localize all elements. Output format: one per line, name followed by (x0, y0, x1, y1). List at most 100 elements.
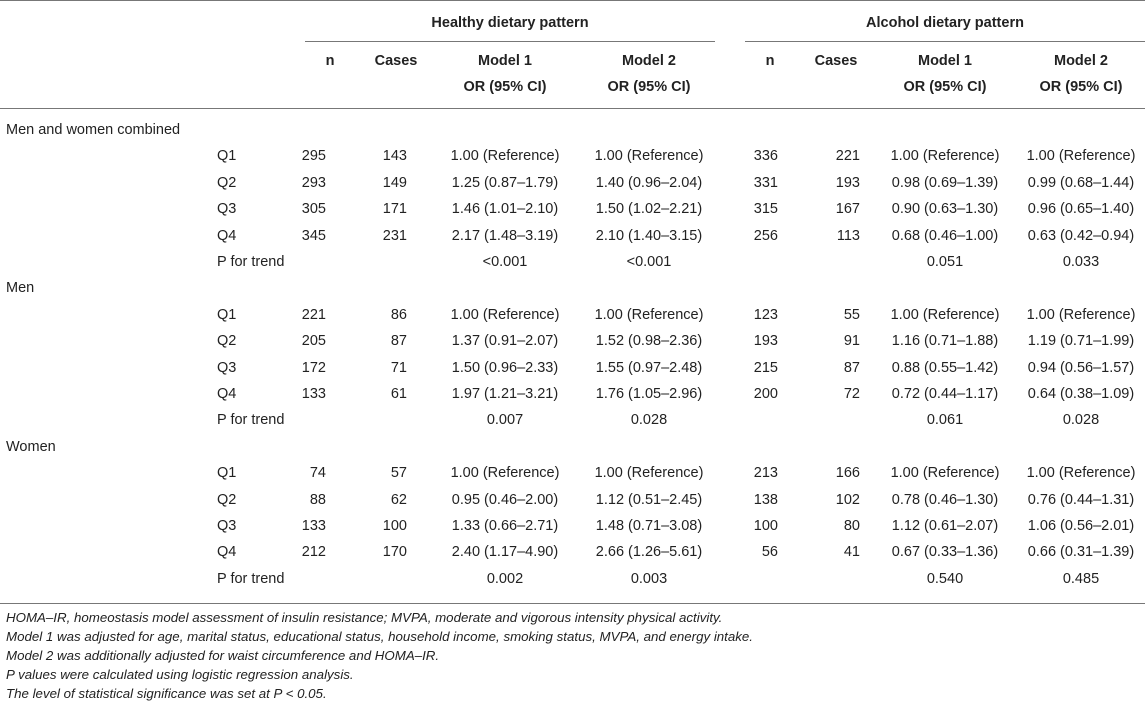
healthy-n: 172 (301, 359, 326, 376)
healthy-cases: 71 (390, 359, 407, 376)
healthy-cases: 143 (382, 148, 407, 165)
alcohol-model1: 0.061 (926, 412, 964, 429)
alcohol-model2: 0.76 (0.44–1.31) (1027, 491, 1135, 508)
healthy-n: 221 (301, 306, 326, 323)
row-label: Q3 (217, 359, 237, 376)
healthy-cases: 61 (390, 386, 407, 402)
healthy-model2: 1.40 (0.96–2.04) (595, 174, 703, 191)
alcohol-group-rule (745, 41, 1145, 42)
alcohol-model2: 1.00 (Reference) (1026, 465, 1136, 482)
healthy-model2: 1.00 (Reference) (594, 148, 704, 165)
row-label: Q2 (217, 333, 237, 350)
healthy-model2: 1.00 (Reference) (594, 306, 704, 323)
table-bottom-rule (0, 603, 1145, 604)
row-label: Q1 (217, 148, 237, 165)
healthy-model1: 2.40 (1.17–4.90) (451, 544, 559, 561)
alcohol-cases: 87 (843, 359, 860, 376)
healthy-n: 205 (301, 333, 326, 350)
healthy-model2: 2.10 (1.40–3.15) (595, 227, 703, 244)
healthy-model2: <0.001 (626, 254, 672, 270)
header-bottom-rule (0, 108, 1145, 109)
section-title: Women (6, 438, 56, 455)
healthy-model2: 1.48 (0.71–3.08) (595, 518, 703, 534)
alcohol-model1: 0.98 (0.69–1.39) (891, 174, 999, 191)
healthy-or2-header: OR (95% CI) (607, 79, 691, 95)
alcohol-n: 315 (753, 201, 778, 218)
healthy-model1: 0.95 (0.46–2.00) (451, 491, 559, 508)
alcohol-model2: 0.96 (0.65–1.40) (1027, 201, 1135, 218)
table-row: Q2 205 87 1.37 (0.91–2.07) 1.52 (0.98–2.36) 1… (0, 328, 1145, 354)
alcohol-n: 200 (753, 386, 778, 402)
row-label: Q1 (217, 465, 237, 482)
table-row: P for trend <0.001 <0.001 0.051 0.033 (0, 249, 1145, 275)
alcohol-cases: 80 (843, 518, 860, 534)
alcohol-model1: 0.72 (0.44–1.17) (891, 386, 999, 402)
table-row: P for trend 0.002 0.003 0.540 0.485 (0, 566, 1145, 592)
row-label: Q3 (217, 201, 237, 218)
alcohol-n: 256 (753, 227, 778, 244)
healthy-model1: 1.00 (Reference) (450, 148, 560, 165)
healthy-n: 345 (301, 227, 326, 244)
table-row: Q4 345 231 2.17 (1.48–3.19) 2.10 (1.40–3.15)… (0, 223, 1145, 249)
healthy-cases: 86 (390, 306, 407, 323)
table-row: Q3 172 71 1.50 (0.96–2.33) 1.55 (0.97–2.48) 2… (0, 355, 1145, 381)
alcohol-cases: 102 (835, 491, 860, 508)
alcohol-model1: 0.051 (926, 254, 964, 270)
healthy-model2: 1.50 (1.02–2.21) (595, 201, 703, 218)
healthy-model1: 0.007 (486, 412, 524, 429)
healthy-model1: 1.50 (0.96–2.33) (451, 359, 559, 376)
alcohol-n: 215 (753, 359, 778, 376)
alcohol-cases: 167 (835, 201, 860, 218)
table-row: Q2 293 149 1.25 (0.87–1.79) 1.40 (0.96–2.04)… (0, 170, 1145, 196)
healthy-cases: 57 (390, 465, 407, 482)
healthy-model1: <0.001 (482, 254, 528, 270)
alcohol-cases: 166 (835, 465, 860, 482)
healthy-model1: 1.46 (1.01–2.10) (451, 201, 559, 218)
healthy-n: 293 (301, 174, 326, 191)
healthy-n: 133 (301, 386, 326, 402)
healthy-n-header: n (325, 53, 335, 69)
healthy-cases-header: Cases (374, 53, 418, 69)
healthy-model2: 1.55 (0.97–2.48) (595, 359, 703, 376)
row-label: Q3 (217, 518, 237, 534)
alcohol-cases: 91 (843, 333, 860, 350)
alcohol-cases: 55 (843, 306, 860, 323)
healthy-cases: 62 (390, 491, 407, 508)
healthy-n: 88 (309, 491, 326, 508)
healthy-model2: 0.028 (630, 412, 668, 429)
alcohol-model2: 1.00 (Reference) (1026, 306, 1136, 323)
alcohol-model2: 0.63 (0.42–0.94) (1027, 227, 1135, 244)
alcohol-model1: 0.78 (0.46–1.30) (891, 491, 999, 508)
alcohol-model2-header: Model 2 (1054, 53, 1108, 69)
footnote: Model 1 was adjusted for age, marital st… (6, 629, 754, 644)
alcohol-n: 138 (753, 491, 778, 508)
healthy-model1: 2.17 (1.48–3.19) (451, 227, 559, 244)
table-row: Q4 212 170 2.40 (1.17–4.90) 2.66 (1.26–5.61)… (0, 539, 1145, 565)
alcohol-model2: 0.99 (0.68–1.44) (1027, 174, 1135, 191)
healthy-model1: 0.002 (486, 570, 524, 587)
alcohol-or2-header: OR (95% CI) (1039, 79, 1123, 95)
table-row: Q1 295 143 1.00 (Reference) 1.00 (Reference)… (0, 143, 1145, 169)
footnote: P values were calculated using logistic … (6, 667, 354, 682)
alcohol-model2: 0.485 (1062, 570, 1100, 587)
alcohol-model2: 1.06 (0.56–2.01) (1027, 518, 1135, 534)
healthy-n: 295 (301, 148, 326, 165)
row-label: Q4 (217, 386, 237, 402)
healthy-n: 305 (301, 201, 326, 218)
alcohol-n-header: n (765, 53, 775, 69)
alcohol-model1: 0.68 (0.46–1.00) (891, 227, 999, 244)
alcohol-model1-header: Model 1 (918, 53, 972, 69)
alcohol-n: 336 (753, 148, 778, 165)
alcohol-n: 193 (753, 333, 778, 350)
healthy-n: 133 (301, 518, 326, 534)
table-row: Q4 133 61 1.97 (1.21–3.21) 1.76 (1.05–2.96) 2… (0, 381, 1145, 407)
footnote: The level of statistical significance wa… (6, 686, 327, 701)
alcohol-n: 100 (753, 518, 778, 534)
alcohol-model1: 0.90 (0.63–1.30) (891, 201, 999, 218)
alcohol-model1: 1.12 (0.61–2.07) (891, 518, 999, 534)
alcohol-model2: 0.94 (0.56–1.57) (1027, 359, 1135, 376)
healthy-n: 212 (301, 544, 326, 561)
healthy-cases: 149 (382, 174, 407, 191)
healthy-model2: 1.52 (0.98–2.36) (595, 333, 703, 350)
healthy-group-title: Healthy dietary pattern (431, 15, 589, 31)
